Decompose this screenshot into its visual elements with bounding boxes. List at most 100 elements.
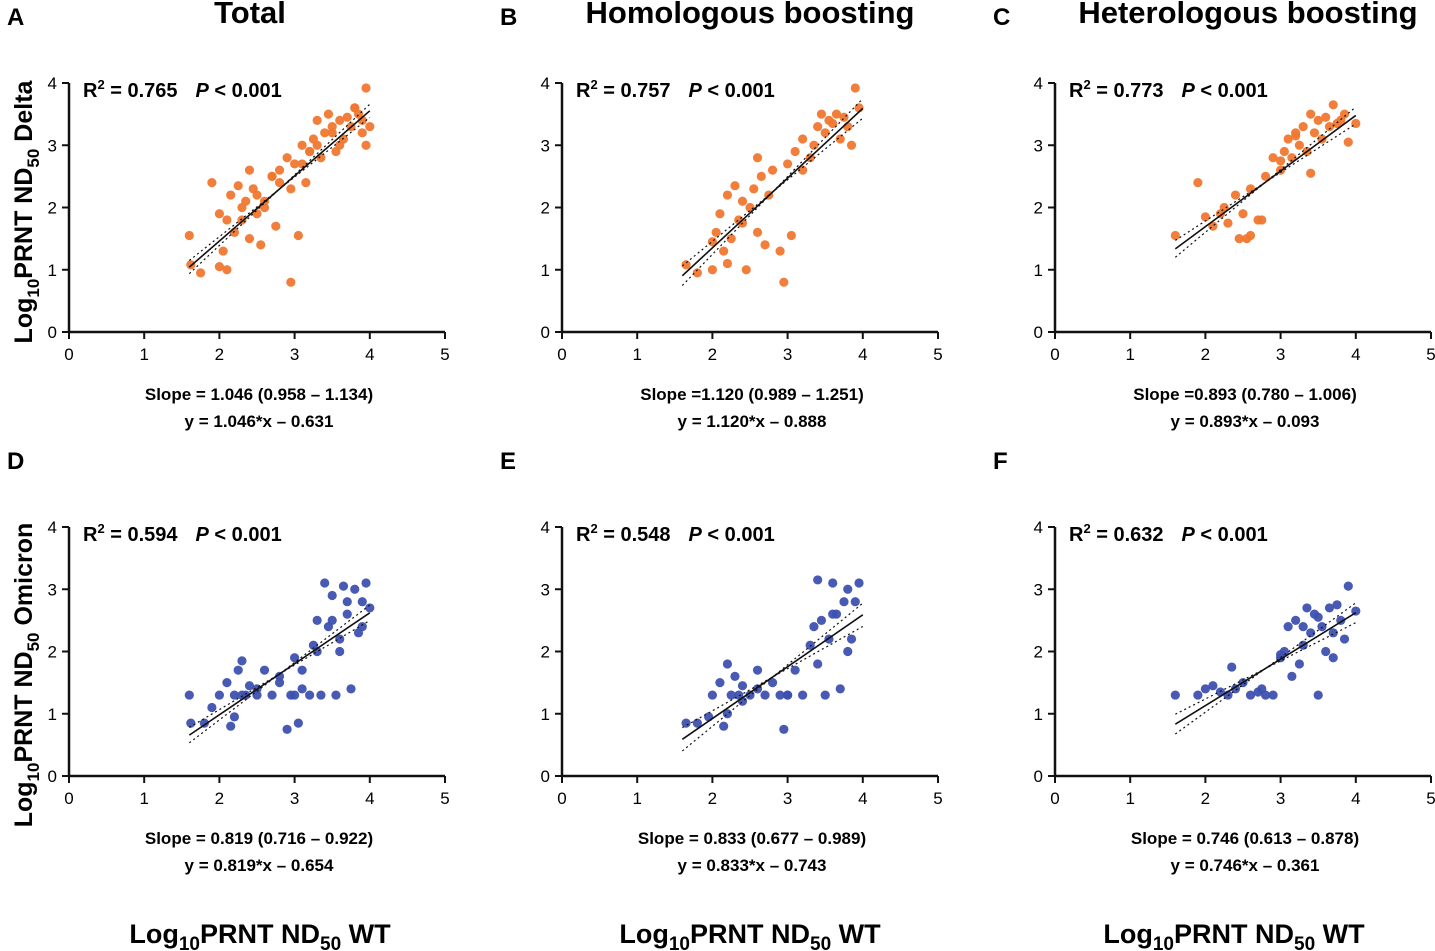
p-label: P (1182, 524, 1196, 546)
data-point (312, 615, 322, 625)
ci-lower-line (1174, 123, 1357, 241)
data-point (335, 140, 345, 150)
data-point (850, 597, 860, 607)
y-tick-label: 1 (1034, 705, 1043, 724)
data-point (207, 178, 217, 188)
r2-label: R (1069, 80, 1084, 102)
data-point (1170, 690, 1180, 700)
data-point (196, 268, 206, 278)
x-tick-label: 4 (365, 345, 374, 364)
y-tick-label: 0 (1034, 323, 1043, 342)
r2-label: R (576, 80, 591, 102)
y-tick-label: 3 (541, 580, 550, 599)
y-tick-label: 3 (48, 136, 57, 155)
x-tick-label: 1 (632, 345, 641, 364)
data-point (1245, 184, 1256, 194)
data-point (722, 659, 733, 669)
data-point (1343, 581, 1353, 591)
data-point (1291, 131, 1301, 141)
p-value: < 0.001 (702, 80, 775, 102)
data-points (184, 578, 375, 734)
y-tick-label: 1 (48, 261, 57, 280)
r2-value: = 0.773 (1091, 80, 1164, 102)
data-point (1234, 234, 1244, 244)
regression-line (681, 614, 864, 740)
data-point (365, 121, 375, 132)
data-point (320, 578, 330, 588)
y-tick-label: 1 (541, 261, 550, 280)
data-point (760, 690, 770, 700)
data-point (244, 234, 255, 244)
slope-text: Slope = 0.746 (0.613 – 0.878) (1131, 829, 1359, 848)
data-point (737, 196, 748, 206)
data-point (828, 578, 838, 588)
data-point (1245, 690, 1256, 700)
data-point (798, 165, 808, 175)
svg-text:Log10PRNT ND50 Delta: Log10PRNT ND50 Delta (10, 79, 43, 343)
p-value: < 0.001 (209, 80, 282, 102)
slope-text: Slope = 0.833 (0.677 – 0.989) (638, 829, 866, 848)
data-point (805, 640, 815, 650)
y-tick-label: 1 (48, 705, 57, 724)
r2-superscript: 2 (590, 521, 597, 536)
y-tick-label: 3 (1034, 580, 1043, 599)
data-point (1268, 690, 1278, 700)
data-point (1283, 134, 1293, 144)
slope-text: Slope =1.120 (0.989 – 1.251) (640, 385, 864, 404)
data-point (839, 112, 849, 122)
data-point (1328, 628, 1338, 638)
data-point (726, 690, 736, 700)
data-point (752, 227, 763, 237)
data-point (338, 581, 349, 591)
data-point (1193, 690, 1203, 700)
data-point (719, 721, 729, 731)
y-tick-label: 1 (541, 705, 550, 724)
data-point (361, 140, 371, 150)
data-point (357, 128, 367, 138)
data-point (290, 690, 300, 700)
r2-p-annotation: R2 = 0.773 P < 0.001 (1069, 77, 1268, 102)
data-point (681, 260, 691, 270)
data-point (1279, 146, 1289, 157)
p-label: P (689, 524, 703, 546)
r2-p-annotation: R2 = 0.632 P < 0.001 (1069, 521, 1268, 546)
data-point (816, 109, 827, 119)
y-tick-label: 3 (541, 136, 550, 155)
p-value: < 0.001 (702, 524, 775, 546)
data-point (267, 690, 277, 700)
regression-line (188, 110, 371, 268)
panel-letter: F (993, 448, 1008, 475)
data-point (1306, 168, 1316, 178)
regression-line (681, 107, 864, 277)
data-point (237, 690, 247, 700)
data-point (297, 159, 307, 169)
data-point (730, 181, 740, 191)
data-point (312, 140, 322, 150)
panel-letter: C (993, 4, 1010, 31)
data-point (854, 578, 864, 588)
data-point (786, 230, 796, 241)
data-point (1208, 681, 1218, 691)
data-point (259, 665, 270, 675)
x-tick-label: 5 (1426, 345, 1435, 364)
data-point (237, 202, 247, 213)
data-point (233, 665, 243, 675)
data-point (1351, 118, 1361, 129)
data-point (1283, 622, 1293, 632)
svg-text:Log10PRNT ND50 Omicron: Log10PRNT ND50 Omicron (10, 523, 43, 828)
x-tick-label: 0 (64, 789, 73, 808)
data-point (335, 634, 345, 644)
r2-label: R (83, 80, 98, 102)
data-point (1321, 112, 1331, 122)
r2-superscript: 2 (97, 77, 104, 92)
r2-superscript: 2 (1083, 77, 1090, 92)
data-point (752, 153, 763, 163)
data-point (1170, 230, 1180, 241)
y-tick-label: 3 (48, 580, 57, 599)
data-point (1268, 153, 1278, 163)
r2-p-annotation: R2 = 0.594 P < 0.001 (83, 521, 282, 546)
